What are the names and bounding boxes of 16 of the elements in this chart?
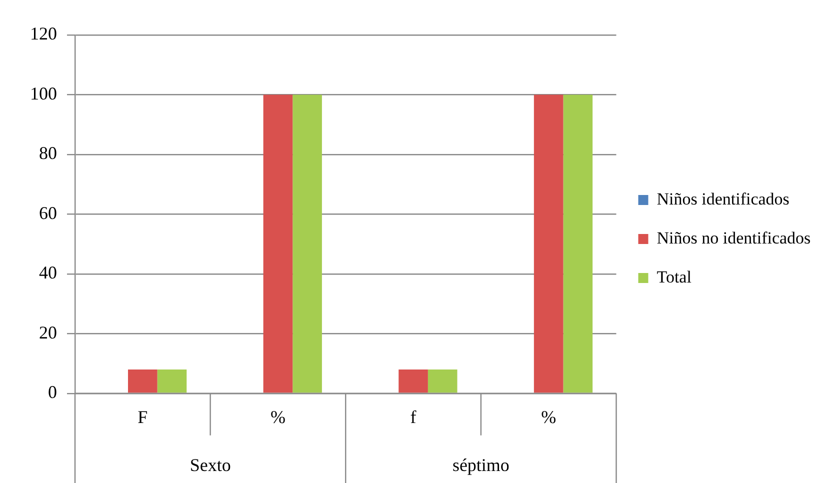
- x-tick-label: F: [138, 406, 148, 427]
- y-tick-label: 40: [39, 262, 57, 283]
- legend-label: Total: [656, 267, 692, 286]
- y-tick-label: 60: [39, 202, 57, 223]
- legend-label: Niños identificados: [656, 189, 790, 208]
- x-tick-label: f: [410, 406, 416, 427]
- x-tick-label: %: [270, 406, 286, 427]
- y-tick-label: 100: [30, 83, 57, 104]
- y-tick-label: 120: [30, 24, 57, 44]
- legend-label: Niños no identificados: [656, 228, 811, 248]
- text: séptimo: [452, 455, 510, 476]
- x-tick-label: %: [541, 406, 556, 427]
- y-tick-label: 20: [39, 322, 57, 342]
- y-tick-label: 80: [39, 143, 57, 164]
- y-tick-label: 0: [48, 382, 57, 402]
- text: Sexto: [190, 455, 231, 476]
